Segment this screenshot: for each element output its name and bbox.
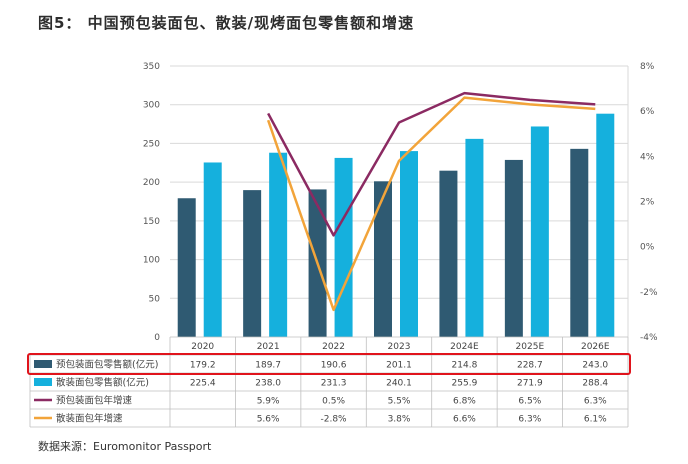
y-right-tick-label: 0% (640, 243, 655, 253)
bar-packaged (570, 148, 589, 337)
data-label: 179.2 (190, 361, 216, 371)
legend-label: 预包装面包年增速 (56, 395, 133, 407)
y-left-tick-label: 300 (143, 101, 160, 111)
bar-bulk (530, 126, 549, 338)
bar-bulk (465, 138, 484, 337)
bar-packaged (177, 198, 196, 337)
x-tick-label: 2025E (516, 342, 545, 352)
bar-bulk (596, 113, 615, 337)
y-left-tick-label: 350 (143, 62, 160, 72)
bar-packaged (439, 170, 458, 337)
data-label: 189.7 (255, 361, 281, 371)
y-right-tick-label: 8% (640, 62, 655, 72)
data-label: 288.4 (582, 379, 608, 389)
bar-bulk (269, 152, 288, 337)
bar-bulk (334, 157, 353, 337)
data-label: 5.9% (257, 397, 280, 407)
y-left-tick-label: 250 (143, 139, 160, 149)
y-left-tick-label: 50 (149, 294, 161, 304)
y-left-tick-label: 100 (143, 256, 160, 266)
data-label: 214.8 (452, 361, 478, 371)
y-left-tick-label: 200 (143, 178, 160, 188)
bar-packaged (243, 190, 262, 337)
bar-packaged (504, 159, 523, 337)
legend-swatch (34, 378, 52, 386)
data-label: 238.0 (255, 379, 281, 389)
data-label: 3.8% (388, 415, 411, 425)
y-right-tick-label: 4% (640, 152, 655, 162)
y-left-tick-label: 0 (154, 333, 160, 343)
x-tick-label: 2020 (191, 342, 214, 352)
y-right-tick-label: -2% (640, 288, 658, 298)
data-label: 6.6% (453, 415, 476, 425)
bar-bulk (400, 151, 418, 337)
x-tick-label: 2024E (450, 342, 479, 352)
data-label: 6.3% (584, 397, 607, 407)
x-tick-label: 2022 (322, 342, 345, 352)
legend-label: 散装面包年增速 (56, 413, 123, 425)
x-tick-label: 2026E (581, 342, 610, 352)
data-label: 6.8% (453, 397, 476, 407)
chart-title: 图5： 中国预包装面包、散装/现烤面包零售额和增速 (38, 14, 415, 32)
bar-packaged (374, 181, 392, 337)
data-label: 271.9 (517, 379, 543, 389)
x-tick-label: 2023 (388, 342, 411, 352)
data-label: 255.9 (452, 379, 478, 389)
data-label: 6.5% (518, 397, 541, 407)
data-label: 201.1 (386, 361, 412, 371)
y-left-tick-label: 150 (143, 217, 160, 227)
line-packaged-growth (267, 91, 596, 237)
data-label: 225.4 (190, 379, 216, 389)
data-label: 240.1 (386, 379, 412, 389)
highlight-box (27, 353, 631, 375)
x-tick-label: 2021 (257, 342, 280, 352)
data-label: 231.3 (321, 379, 347, 389)
data-label: 243.0 (582, 361, 608, 371)
legend-swatch (34, 360, 52, 368)
y-right-tick-label: 6% (640, 107, 655, 117)
y-right-tick-label: 2% (640, 198, 655, 208)
y-right-tick-label: -4% (640, 333, 658, 343)
data-label: 5.6% (257, 415, 280, 425)
legend-label: 散装面包零售额(亿元) (56, 377, 149, 389)
legend-label: 预包装面包零售额(亿元) (56, 359, 158, 371)
data-label: 6.3% (518, 415, 541, 425)
source-note: 数据来源：Euromonitor Passport (38, 440, 212, 453)
data-label: 0.5% (322, 397, 345, 407)
data-label: 5.5% (388, 397, 411, 407)
data-label: 228.7 (517, 361, 543, 371)
data-label: 190.6 (321, 361, 347, 371)
data-label: 6.1% (584, 415, 607, 425)
bar-bulk (203, 162, 222, 337)
data-label: -2.8% (321, 415, 348, 425)
line-bulk-growth (266, 96, 596, 312)
